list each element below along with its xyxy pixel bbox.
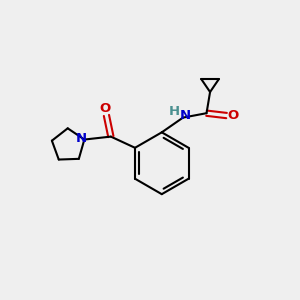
- Text: N: N: [76, 132, 87, 145]
- Text: N: N: [179, 109, 191, 122]
- Text: H: H: [169, 105, 180, 118]
- Text: O: O: [228, 109, 239, 122]
- Text: O: O: [100, 102, 111, 116]
